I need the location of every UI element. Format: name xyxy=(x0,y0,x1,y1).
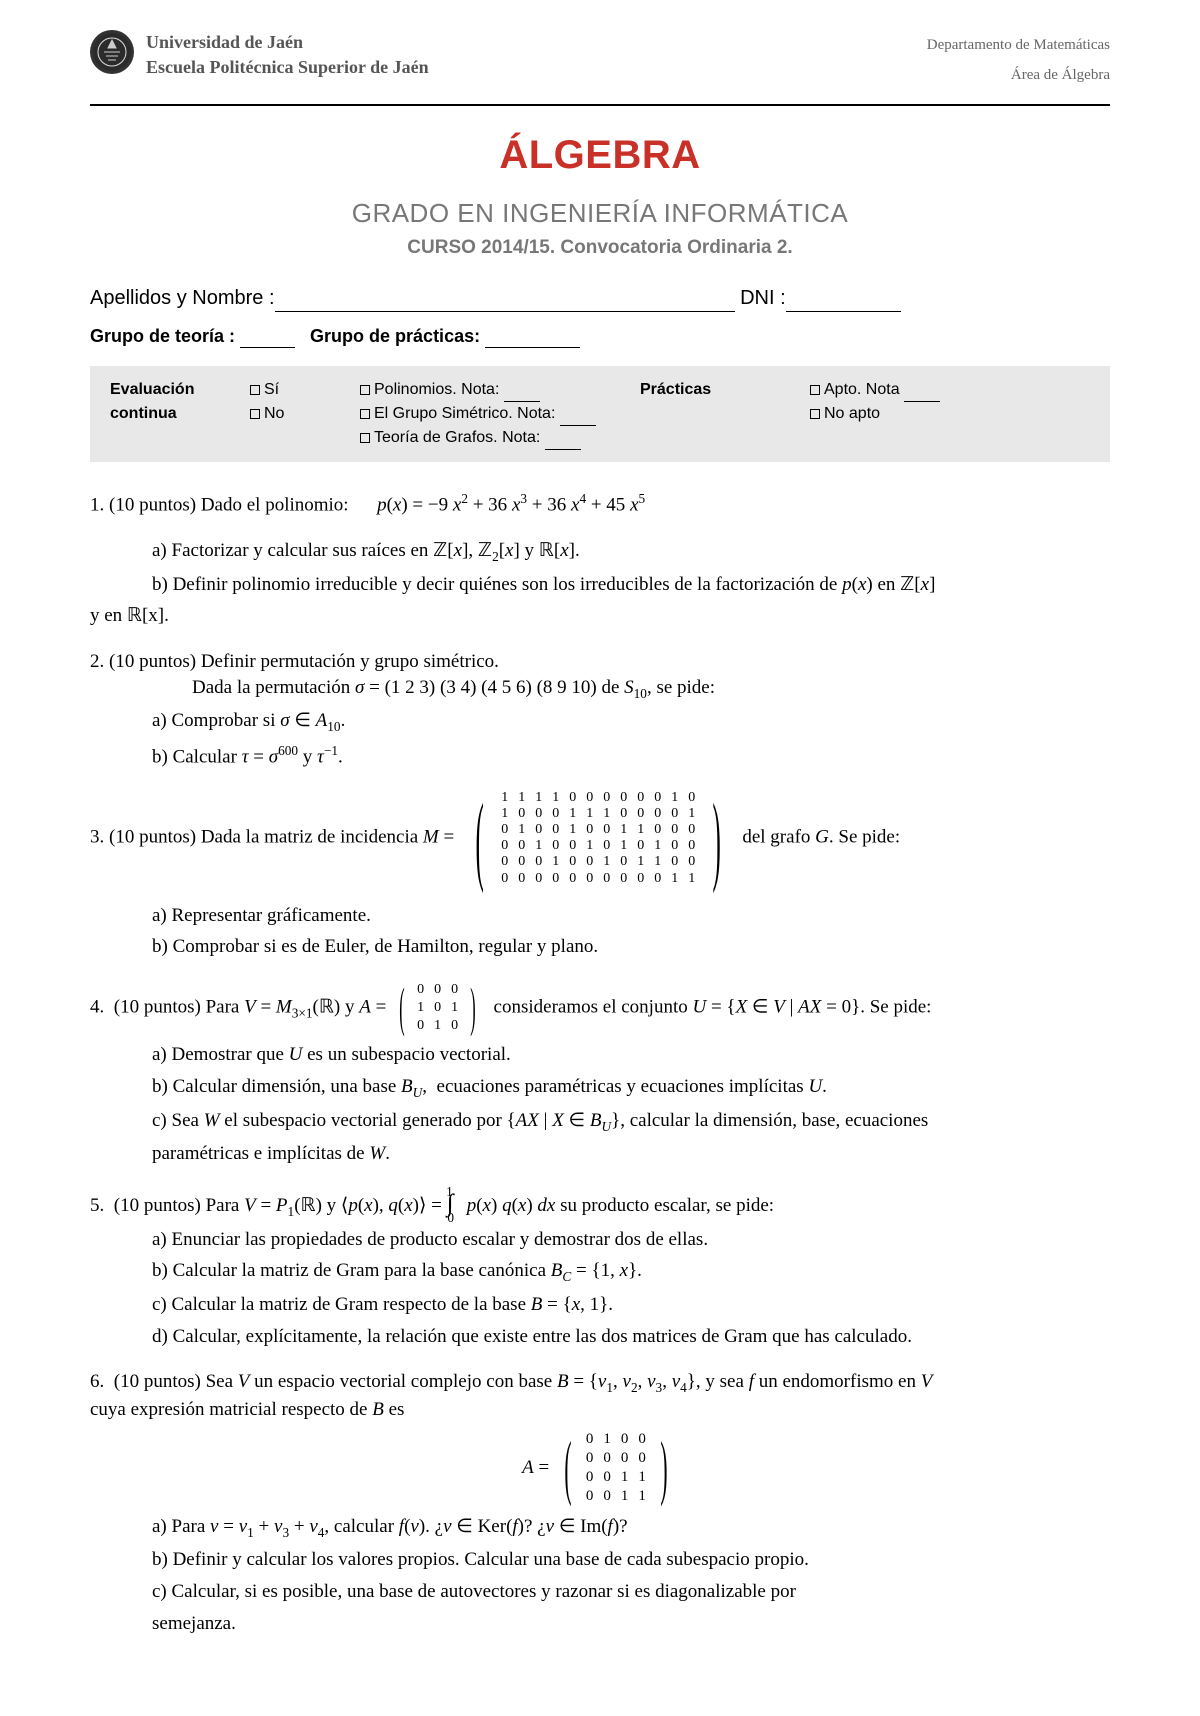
practices-opts: Apto. Nota No apto xyxy=(810,378,1090,450)
eval-label: Evaluación continua xyxy=(110,378,250,450)
question-2: 2. (10 puntos) Definir permutación y gru… xyxy=(90,649,1110,770)
checkbox-poly[interactable] xyxy=(360,385,370,395)
checkbox-apto[interactable] xyxy=(810,385,820,395)
q4-matrix: (000101010) xyxy=(393,980,482,1036)
q5-a: a) Enunciar las propiedades de producto … xyxy=(90,1227,1110,1253)
q6-c: c) Calcular, si es posible, una base de … xyxy=(90,1579,1110,1605)
group-line: Grupo de teoría : Grupo de prácticas: xyxy=(90,324,1110,348)
header-left: Universidad de Jaén Escuela Politécnica … xyxy=(90,30,429,80)
school-name: Escuela Politécnica Superior de Jaén xyxy=(146,57,429,77)
course-title: CURSO 2014/15. Convocatoria Ordinaria 2. xyxy=(90,235,1110,261)
q4-c: c) Sea W el subespacio vectorial generad… xyxy=(90,1108,1110,1136)
q2-a: a) Comprobar si σ ∈ A10. xyxy=(90,708,1110,736)
area-name: Área de Álgebra xyxy=(927,60,1110,90)
q6-matrix-eq: A = (0100000000110011) xyxy=(90,1429,1110,1508)
q1-a: a) Factorizar y calcular sus raíces en ℤ… xyxy=(90,538,1110,566)
department-block: Departamento de Matemáticas Área de Álge… xyxy=(927,30,1110,90)
main-title: ÁLGEBRA xyxy=(90,128,1110,182)
practice-group-label: Grupo de prácticas: xyxy=(310,326,480,346)
q1-polynomial: p xyxy=(377,494,387,515)
q1-b-end: y en ℝ[x]. xyxy=(90,603,1110,629)
q4-c2: paramétricas e implícitas de W. xyxy=(90,1141,1110,1167)
question-6: 6. (10 puntos) Sea V un espacio vectoria… xyxy=(90,1369,1110,1636)
name-line: Apellidos y Nombre : DNI : xyxy=(90,285,1110,312)
checkbox-yes[interactable] xyxy=(250,385,260,395)
question-5: 5. (10 puntos) Para V = P1(ℝ) y ⟨p(x), q… xyxy=(90,1187,1110,1349)
q5-b: b) Calcular la matriz de Gram para la ba… xyxy=(90,1258,1110,1286)
dni-label: DNI : xyxy=(740,287,786,309)
theory-group-label: Grupo de teoría : xyxy=(90,326,235,346)
q3-matrix: ( 11110000001010001110000101001001100000… xyxy=(463,790,734,887)
checkbox-graph[interactable] xyxy=(360,433,370,443)
q4-b: b) Calcular dimensión, una base BU, ecua… xyxy=(90,1074,1110,1102)
name-blank[interactable] xyxy=(275,311,735,312)
q3-b: b) Comprobar si es de Euler, de Hamilton… xyxy=(90,934,1110,960)
q6-b: b) Definir y calcular los valores propio… xyxy=(90,1547,1110,1573)
university-name: Universidad de Jaén xyxy=(146,32,303,52)
question-4: 4. (10 puntos) Para V = M3×1(ℝ) y A = (0… xyxy=(90,980,1110,1167)
university-text: Universidad de Jaén Escuela Politécnica … xyxy=(146,30,429,80)
practice-group-blank[interactable] xyxy=(485,347,580,348)
evaluation-box: Evaluación continua Sí No Polinomios. No… xyxy=(90,366,1110,462)
eval-topics: Polinomios. Nota: El Grupo Simétrico. No… xyxy=(360,378,640,450)
q1-stem: 1. (10 puntos) Dado el polinomio: xyxy=(90,494,349,515)
checkbox-sym[interactable] xyxy=(360,409,370,419)
theory-group-blank[interactable] xyxy=(240,347,295,348)
q1-b: b) Definir polinomio irreducible y decir… xyxy=(150,572,1110,598)
q4-a: a) Demostrar que U es un subespacio vect… xyxy=(90,1042,1110,1068)
checkbox-no[interactable] xyxy=(250,409,260,419)
question-1: 1. (10 puntos) Dado el polinomio: p(x) =… xyxy=(90,490,1110,629)
q5-c: c) Calcular la matriz de Gram respecto d… xyxy=(90,1292,1110,1318)
q3-pre: 3. (10 puntos) Dada la matriz de inciden… xyxy=(90,827,423,848)
q2-perm: Dada la permutación σ = (1 2 3) (3 4) (4… xyxy=(90,675,1110,703)
degree-title: GRADO EN INGENIERÍA INFORMÁTICA xyxy=(90,196,1110,231)
q2-b: b) Calcular τ = σ600 y τ−1. xyxy=(90,742,1110,770)
dni-blank[interactable] xyxy=(786,311,901,312)
question-3: 3. (10 puntos) Dada la matriz de inciden… xyxy=(90,790,1110,960)
department-name: Departamento de Matemáticas xyxy=(927,30,1110,60)
q5-d: d) Calcular, explícitamente, la relación… xyxy=(90,1324,1110,1350)
q3-a: a) Representar gráficamente. xyxy=(90,903,1110,929)
university-logo xyxy=(90,30,134,74)
name-label: Apellidos y Nombre : xyxy=(90,287,275,309)
header: Universidad de Jaén Escuela Politécnica … xyxy=(90,30,1110,90)
eval-yesno: Sí No xyxy=(250,378,360,450)
q6-c2: semejanza. xyxy=(90,1611,1110,1637)
checkbox-noapto[interactable] xyxy=(810,409,820,419)
q6-a: a) Para v = v1 + v3 + v4, calcular f(v).… xyxy=(90,1514,1110,1542)
q3-post: del grafo G. Se pide: xyxy=(742,827,900,848)
header-divider xyxy=(90,104,1110,106)
q2-stem: 2. (10 puntos) Definir permutación y gru… xyxy=(90,649,1110,675)
practices-label: Prácticas xyxy=(640,378,810,450)
